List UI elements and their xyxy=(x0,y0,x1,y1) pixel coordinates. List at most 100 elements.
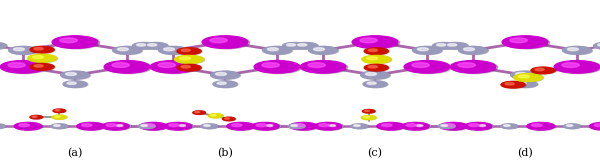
Circle shape xyxy=(513,81,537,87)
Circle shape xyxy=(195,112,200,113)
Circle shape xyxy=(67,82,76,84)
Circle shape xyxy=(34,65,43,67)
Circle shape xyxy=(535,68,544,71)
Circle shape xyxy=(563,124,581,129)
Circle shape xyxy=(413,46,442,54)
Circle shape xyxy=(590,123,600,130)
Circle shape xyxy=(464,122,492,130)
Circle shape xyxy=(515,72,526,75)
Circle shape xyxy=(77,122,104,130)
Circle shape xyxy=(8,46,37,54)
Circle shape xyxy=(566,125,573,126)
Circle shape xyxy=(101,122,129,130)
Circle shape xyxy=(365,65,389,71)
Circle shape xyxy=(556,61,600,74)
Circle shape xyxy=(51,124,68,129)
Circle shape xyxy=(363,56,392,64)
Circle shape xyxy=(437,44,446,46)
Circle shape xyxy=(179,57,190,60)
Circle shape xyxy=(177,48,201,54)
Circle shape xyxy=(227,122,254,130)
Circle shape xyxy=(52,124,68,129)
Circle shape xyxy=(211,115,217,116)
Circle shape xyxy=(362,110,375,113)
Circle shape xyxy=(310,47,338,55)
Circle shape xyxy=(308,63,325,67)
Circle shape xyxy=(315,123,343,130)
Circle shape xyxy=(515,74,544,82)
Circle shape xyxy=(210,38,227,43)
Circle shape xyxy=(254,61,300,73)
Circle shape xyxy=(528,123,556,130)
Circle shape xyxy=(368,66,377,68)
Circle shape xyxy=(441,125,448,126)
Circle shape xyxy=(298,44,307,46)
Circle shape xyxy=(53,109,65,113)
Circle shape xyxy=(141,125,148,126)
Circle shape xyxy=(527,122,554,130)
Circle shape xyxy=(554,61,600,73)
Circle shape xyxy=(363,110,376,113)
Circle shape xyxy=(283,43,307,49)
Circle shape xyxy=(416,125,423,126)
Circle shape xyxy=(32,56,43,59)
Circle shape xyxy=(502,82,526,88)
Circle shape xyxy=(314,122,342,130)
Circle shape xyxy=(53,115,67,119)
Circle shape xyxy=(112,63,129,67)
Circle shape xyxy=(364,64,388,71)
Circle shape xyxy=(367,57,377,60)
Circle shape xyxy=(465,123,493,130)
Circle shape xyxy=(450,61,496,73)
Circle shape xyxy=(212,71,241,79)
Circle shape xyxy=(351,124,368,129)
Circle shape xyxy=(564,124,581,129)
Circle shape xyxy=(30,64,54,70)
Circle shape xyxy=(590,122,600,130)
Circle shape xyxy=(479,125,485,126)
Circle shape xyxy=(414,47,443,55)
Circle shape xyxy=(364,81,388,88)
Text: (d): (d) xyxy=(517,148,533,158)
Circle shape xyxy=(563,46,592,54)
Circle shape xyxy=(514,74,542,82)
Circle shape xyxy=(361,116,376,120)
Circle shape xyxy=(217,82,226,84)
Text: (a): (a) xyxy=(67,148,83,158)
Circle shape xyxy=(8,63,25,67)
Circle shape xyxy=(140,123,169,130)
Circle shape xyxy=(326,124,343,129)
Circle shape xyxy=(138,124,155,129)
Circle shape xyxy=(517,82,526,84)
Circle shape xyxy=(177,124,194,129)
Circle shape xyxy=(377,122,404,130)
Circle shape xyxy=(532,124,542,127)
Circle shape xyxy=(414,124,431,129)
Circle shape xyxy=(30,115,43,119)
Circle shape xyxy=(263,46,292,54)
Circle shape xyxy=(176,56,205,64)
Circle shape xyxy=(53,109,66,113)
Circle shape xyxy=(15,123,43,130)
Circle shape xyxy=(289,124,306,129)
Circle shape xyxy=(106,61,152,74)
Circle shape xyxy=(448,44,457,46)
Circle shape xyxy=(55,116,60,117)
Circle shape xyxy=(176,124,193,129)
Circle shape xyxy=(256,61,302,74)
Circle shape xyxy=(175,55,203,63)
Circle shape xyxy=(382,124,392,127)
Circle shape xyxy=(139,124,156,129)
Circle shape xyxy=(14,48,25,51)
Circle shape xyxy=(352,124,368,129)
Circle shape xyxy=(31,64,55,70)
Circle shape xyxy=(223,117,236,121)
Circle shape xyxy=(593,42,600,49)
Circle shape xyxy=(476,124,493,129)
Circle shape xyxy=(439,124,456,129)
Circle shape xyxy=(263,124,281,129)
Circle shape xyxy=(440,123,469,130)
Circle shape xyxy=(78,123,106,130)
Circle shape xyxy=(268,48,278,51)
Circle shape xyxy=(223,117,235,121)
